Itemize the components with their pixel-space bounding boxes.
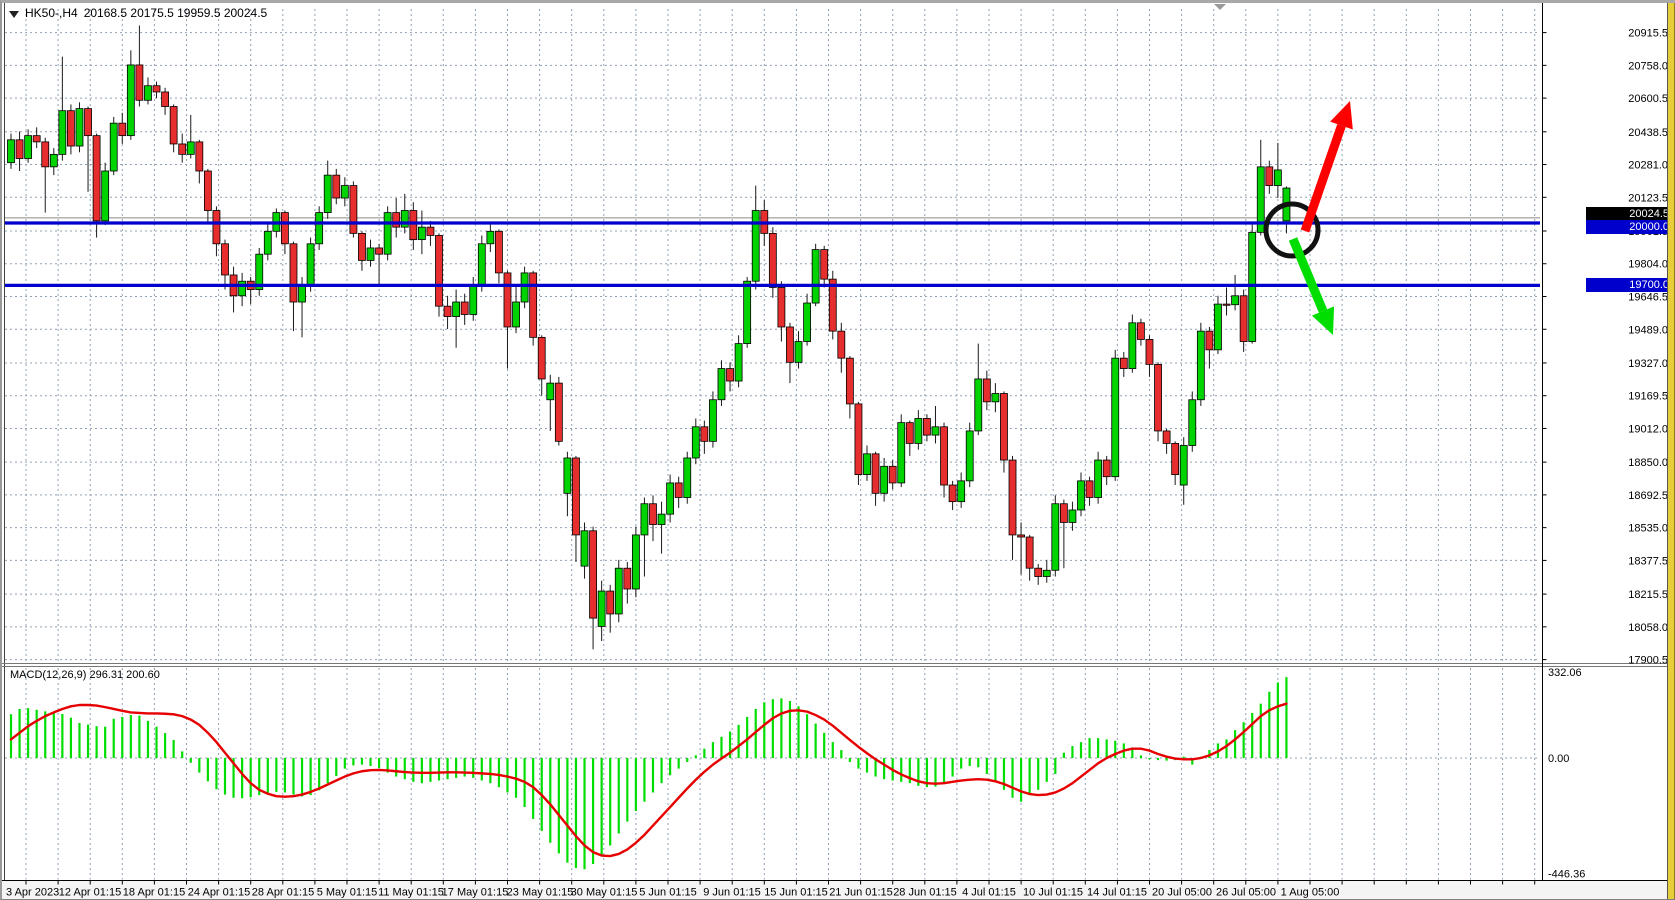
annotations[interactable] bbox=[1263, 101, 1353, 335]
time-axis-label: 10 Jul 01:15 bbox=[1023, 887, 1083, 899]
macd-signal-line bbox=[9, 702, 1288, 858]
macd-axis-label: 332.06 bbox=[1548, 667, 1582, 679]
time-axis-label: 11 May 01:15 bbox=[378, 887, 444, 899]
price-axis-label: 18692.5 bbox=[1628, 490, 1668, 502]
bearish-arrow bbox=[1288, 237, 1328, 313]
price-axis-label: 20123.5 bbox=[1628, 192, 1668, 204]
macd-axis[interactable]: 332.06 0.00 -446.36 bbox=[1548, 667, 1585, 880]
chart-canvas[interactable]: 20915.5 20758.0 20600.5 20438.5 20281.0 20123… bbox=[2, 3, 1675, 900]
price-axis-label: 17900.5 bbox=[1628, 655, 1668, 667]
price-axis-label: 18850.0 bbox=[1628, 457, 1668, 469]
time-axis-label: 15 Jun 01:15 bbox=[764, 887, 828, 899]
time-axis-label: 1 Aug 05:00 bbox=[1281, 887, 1340, 899]
price-axis-label: 20438.5 bbox=[1628, 127, 1668, 139]
highlight-circle bbox=[1263, 201, 1321, 259]
price-axis-label: 18215.5 bbox=[1628, 589, 1668, 601]
price-axis-label: 20758.0 bbox=[1628, 60, 1668, 72]
time-axis-label: 14 Jul 01:15 bbox=[1087, 887, 1147, 899]
time-axis-strip bbox=[2, 880, 1675, 899]
ohlc-readout: 20168.5 20175.5 19959.5 20024.5 bbox=[83, 6, 268, 20]
time-axis-label: 12 Apr 01:15 bbox=[59, 887, 121, 899]
frames bbox=[2, 3, 1670, 881]
price-axis-label: 19804.0 bbox=[1628, 259, 1668, 271]
time-axis-label: 23 May 01:15 bbox=[507, 887, 574, 899]
price-axis-label: 19489.0 bbox=[1628, 324, 1668, 336]
time-axis-label: 30 May 01:15 bbox=[571, 887, 638, 899]
scroll-marker-icon bbox=[1214, 4, 1226, 10]
bullish-arrow-head bbox=[1330, 101, 1353, 130]
time-axis[interactable]: 3 Apr 2023 12 Apr 01:15 18 Apr 01:15 24 Apr… bbox=[6, 880, 1536, 899]
level-tag-19700[interactable]: 19700.0 bbox=[1586, 278, 1672, 292]
price-axis-label: 19169.5 bbox=[1628, 391, 1668, 403]
current-price-tag: 20024.5 bbox=[1586, 207, 1672, 221]
price-axis-label: 18535.0 bbox=[1628, 523, 1668, 535]
time-axis-label: 17 May 01:15 bbox=[442, 887, 509, 899]
time-axis-label: 24 Apr 01:15 bbox=[188, 887, 250, 899]
macd-histogram bbox=[9, 677, 1288, 870]
bullish-arrow bbox=[1300, 124, 1346, 233]
time-axis-label: 5 May 01:15 bbox=[317, 887, 378, 899]
time-axis-label: 3 Apr 2023 bbox=[6, 887, 59, 899]
price-axis[interactable]: 20915.5 20758.0 20600.5 20438.5 20281.0 20123… bbox=[1542, 28, 1669, 667]
time-axis-label: 9 Jun 01:15 bbox=[703, 887, 761, 899]
price-axis-label: 19012.0 bbox=[1628, 423, 1668, 435]
candles[interactable] bbox=[7, 25, 1291, 650]
price-axis-label: 18377.5 bbox=[1628, 555, 1668, 567]
price-axis-label: 20600.5 bbox=[1628, 93, 1668, 105]
time-axis-label: 5 Jun 01:15 bbox=[639, 887, 697, 899]
symbol-label: HK50-,H4 bbox=[25, 6, 78, 20]
level-lines[interactable] bbox=[5, 221, 1540, 287]
dropdown-triangle-icon[interactable] bbox=[9, 10, 19, 18]
macd-axis-label: 0.00 bbox=[1548, 753, 1569, 765]
bearish-arrow-head bbox=[1311, 306, 1335, 335]
price-axis-label: 18058.0 bbox=[1628, 622, 1668, 634]
level-tag-20000[interactable]: 20000.0 bbox=[1586, 220, 1672, 234]
macd-indicator-label: MACD(12,26,9) 296.31 200.60 bbox=[10, 669, 160, 681]
symbol-header: HK50-,H4 20168.5 20175.5 19959.5 20024.5 bbox=[9, 6, 267, 20]
price-axis-label: 19646.5 bbox=[1628, 292, 1668, 304]
time-axis-label: 21 Jun 01:15 bbox=[829, 887, 893, 899]
time-axis-label: 4 Jul 01:15 bbox=[962, 887, 1016, 899]
time-axis-label: 26 Jul 05:00 bbox=[1216, 887, 1276, 899]
macd-axis-label: -446.36 bbox=[1548, 868, 1585, 880]
time-axis-label: 20 Jul 05:00 bbox=[1152, 887, 1212, 899]
price-axis-label: 19327.0 bbox=[1628, 358, 1668, 370]
time-axis-label: 28 Jun 01:15 bbox=[893, 887, 957, 899]
time-axis-label: 28 Apr 01:15 bbox=[252, 887, 314, 899]
time-axis-label: 18 Apr 01:15 bbox=[123, 887, 185, 899]
price-axis-label: 20281.0 bbox=[1628, 160, 1668, 172]
price-axis-label: 20915.5 bbox=[1628, 28, 1668, 40]
window-right-edge bbox=[1667, 3, 1675, 899]
